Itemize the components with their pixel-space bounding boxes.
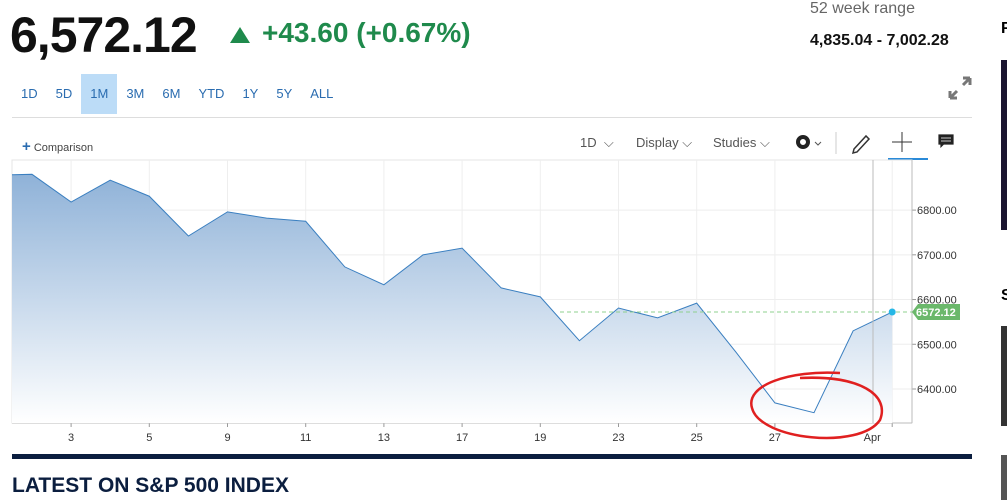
expand-icon[interactable] [946, 74, 974, 102]
range-button[interactable]: 3M [126, 86, 145, 101]
sidebar-letter: F [1001, 20, 1007, 37]
y-tick-label: 6800.00 [917, 205, 957, 217]
y-tick-label: 6400.00 [917, 384, 957, 396]
price: 6,572.12 [10, 7, 198, 63]
sidebar-letter: S [1001, 287, 1007, 304]
last-point [888, 308, 896, 316]
sidebar-image [1001, 60, 1007, 230]
range-button[interactable]: 1D [21, 86, 38, 101]
x-tick-label: 5 [146, 432, 152, 444]
comparison-button[interactable]: + Comparison [22, 138, 94, 155]
range-button[interactable]: 6M [162, 86, 181, 101]
x-tick-label: 11 [300, 432, 311, 444]
y-tick-label: 6700.00 [917, 250, 957, 262]
display-button[interactable]: Display ⌵ [636, 135, 693, 150]
display-label: Display [636, 135, 679, 150]
range-label: 52 week range [810, 0, 915, 17]
annotation-circle [750, 371, 883, 440]
series [12, 173, 893, 423]
range-button[interactable]: ALL [310, 86, 334, 101]
section-rule [12, 454, 972, 459]
y-tick-label: 6500.00 [917, 339, 957, 351]
up-arrow [230, 27, 250, 43]
range-buttons: 1D 5D 1M 3M 6M YTD 1Y 5Y ALL [12, 74, 342, 114]
range-button[interactable]: 5Y [276, 86, 293, 101]
y-tick-label: 6600.00 [917, 295, 957, 307]
x-tick-label: 13 [378, 432, 390, 444]
crosshair-icon[interactable] [888, 132, 928, 160]
studies-button[interactable]: Studies ⌵ [713, 135, 770, 150]
studies-label: Studies [713, 135, 757, 150]
x-tick-label: 25 [691, 432, 703, 444]
x-tick-label: 19 [534, 432, 546, 444]
x-tick-label: 3 [68, 432, 74, 444]
comparison-label: Comparison [33, 142, 94, 154]
x-tick-label: 27 [769, 432, 781, 444]
tool-icons [796, 132, 955, 160]
range-button[interactable]: YTD [198, 86, 225, 101]
price-change: +43.60 (+0.67%) [262, 17, 471, 48]
settings-icon[interactable] [796, 135, 822, 149]
sidebar-image [1001, 455, 1007, 500]
comment-icon[interactable] [937, 133, 955, 150]
last-price-label: 6572.12 [916, 307, 956, 319]
range-button[interactable]: 5D [55, 86, 73, 101]
last-price-badge [912, 304, 960, 321]
x-tick-label: 9 [224, 432, 230, 444]
x-tick-label: Apr [864, 432, 881, 444]
sidebar-image [1001, 326, 1007, 426]
toolbar-divider [12, 117, 972, 118]
range-button[interactable]: 1Y [242, 86, 259, 101]
interval-label: 1D [580, 135, 597, 150]
range-value: 4,835.04 - 7,002.28 [810, 32, 949, 49]
x-tick-label: 23 [612, 432, 624, 444]
area [12, 174, 893, 423]
section-title: LATEST ON S&P 500 INDEX [12, 474, 289, 497]
interval-button[interactable]: 1D ⌵ [580, 135, 614, 150]
draw-icon[interactable] [851, 134, 871, 155]
x-tick-label: 17 [456, 432, 468, 444]
range-button[interactable]: 1M [81, 74, 118, 114]
line [12, 173, 893, 414]
